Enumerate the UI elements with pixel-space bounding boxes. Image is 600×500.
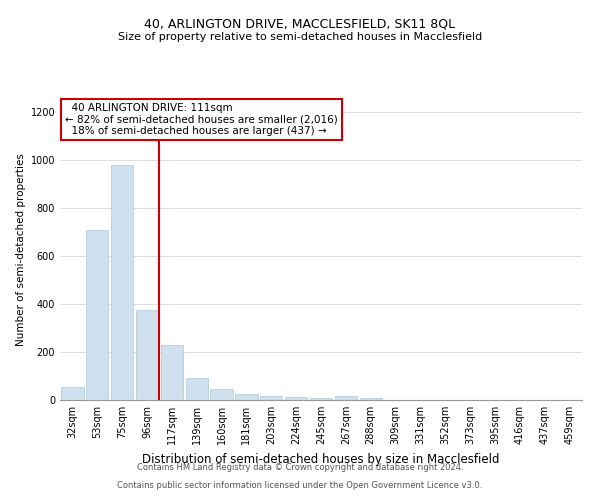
Text: 40 ARLINGTON DRIVE: 111sqm
← 82% of semi-detached houses are smaller (2,016)
  1: 40 ARLINGTON DRIVE: 111sqm ← 82% of semi…: [65, 103, 338, 136]
Bar: [359, 398, 382, 400]
Bar: [185, 378, 208, 400]
Bar: [111, 165, 133, 400]
Text: Size of property relative to semi-detached houses in Macclesfield: Size of property relative to semi-detach…: [118, 32, 482, 42]
Bar: [211, 389, 233, 400]
Y-axis label: Number of semi-detached properties: Number of semi-detached properties: [16, 154, 26, 346]
Bar: [161, 345, 183, 400]
Bar: [335, 396, 357, 400]
Text: 40, ARLINGTON DRIVE, MACCLESFIELD, SK11 8QL: 40, ARLINGTON DRIVE, MACCLESFIELD, SK11 …: [145, 18, 455, 30]
Bar: [136, 310, 158, 400]
Bar: [86, 230, 109, 400]
Bar: [310, 398, 332, 400]
Bar: [235, 394, 257, 400]
Text: Contains public sector information licensed under the Open Government Licence v3: Contains public sector information licen…: [118, 481, 482, 490]
X-axis label: Distribution of semi-detached houses by size in Macclesfield: Distribution of semi-detached houses by …: [142, 452, 500, 466]
Bar: [285, 397, 307, 400]
Text: Contains HM Land Registry data © Crown copyright and database right 2024.: Contains HM Land Registry data © Crown c…: [137, 464, 463, 472]
Bar: [260, 396, 283, 400]
Bar: [61, 387, 83, 400]
